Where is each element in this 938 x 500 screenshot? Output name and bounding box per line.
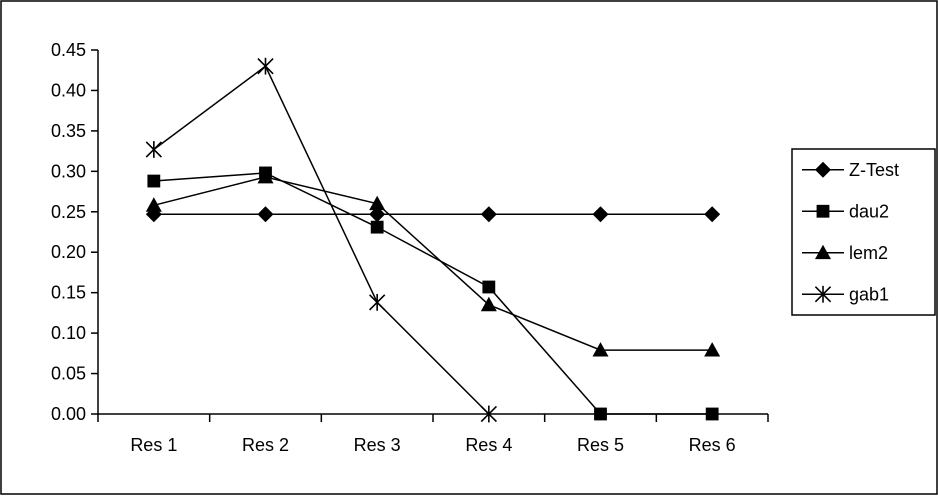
legend-marker	[814, 285, 832, 303]
y-tick-label: 0.40	[51, 80, 86, 100]
x-tick-label: Res 3	[354, 435, 401, 455]
series-z-test	[145, 206, 721, 223]
y-tick-label: 0.10	[51, 323, 86, 343]
data-point	[480, 296, 497, 312]
data-point	[369, 206, 386, 223]
data-point	[257, 57, 274, 75]
data-point	[145, 197, 162, 212]
legend: Z-Test dau2 lem2 gab1	[791, 148, 936, 316]
data-point	[147, 174, 161, 188]
data-point	[480, 206, 497, 223]
legend-label: dau2	[849, 201, 889, 221]
legend-item: dau2	[802, 201, 889, 221]
data-point	[592, 206, 609, 223]
data-point	[705, 407, 719, 421]
legend-marker	[816, 204, 830, 218]
y-tick-label: 0.15	[51, 283, 86, 303]
data-point	[704, 206, 721, 223]
legend-label: lem2	[849, 243, 888, 263]
series-line	[153, 65, 490, 415]
legend-marker	[815, 244, 831, 260]
x-tick-label: Res 4	[465, 435, 512, 455]
y-tick-label: 0.45	[51, 40, 86, 60]
legend-label: Z-Test	[849, 160, 899, 180]
data-point	[704, 342, 721, 357]
series-line	[153, 176, 713, 351]
x-tick-label: Res 6	[689, 435, 736, 455]
data-point	[369, 195, 386, 211]
series-line	[153, 172, 713, 415]
axes: 0.00 0.05 0.10 0.15 0.20 0.25 0.30 0.35 0.40 0.45…	[51, 40, 769, 455]
legend-label: gab1	[849, 284, 889, 304]
legend-item: gab1	[802, 284, 889, 304]
data-point	[482, 280, 496, 294]
data-point	[369, 293, 386, 311]
series-lem2	[145, 168, 721, 357]
x-tick-label: Res 1	[130, 435, 177, 455]
x-tick-label: Res 5	[577, 435, 624, 455]
y-tick-label: 0.35	[51, 121, 86, 141]
y-tick-label: 0.25	[51, 202, 86, 222]
legend-item: Z-Test	[802, 160, 899, 180]
data-point	[257, 168, 274, 184]
series-gab1	[145, 57, 497, 423]
y-tick-label: 0.00	[51, 404, 86, 424]
data-point	[370, 220, 384, 234]
y-tick-label: 0.30	[51, 161, 86, 181]
data-point	[257, 206, 274, 223]
legend-marker	[815, 161, 831, 178]
data-point	[594, 407, 607, 421]
y-tick-label: 0.05	[51, 364, 86, 384]
y-tick-label: 0.20	[51, 242, 86, 262]
x-tick-label: Res 2	[242, 435, 289, 455]
data-point	[592, 342, 609, 357]
data-point	[480, 405, 497, 423]
series-layer	[145, 57, 721, 423]
legend-item: lem2	[802, 243, 888, 263]
data-point	[145, 141, 162, 158]
